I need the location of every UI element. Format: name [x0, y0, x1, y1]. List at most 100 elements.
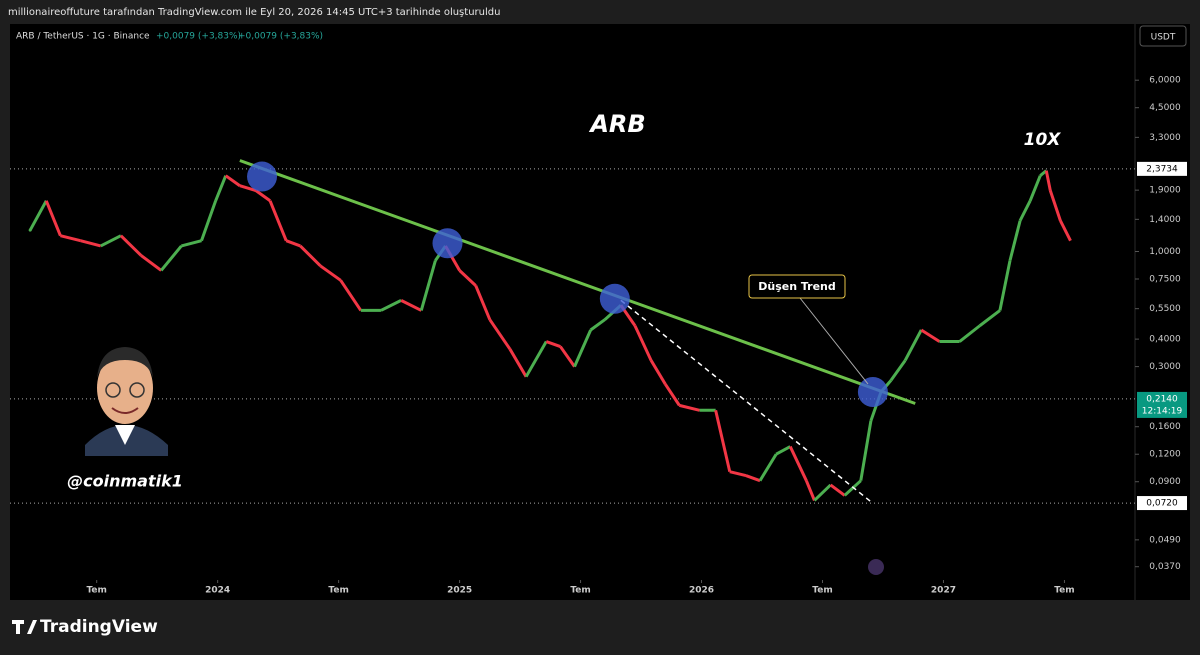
touch-point — [857, 377, 888, 408]
price-label: 0,2140 — [1146, 394, 1178, 404]
price-segment — [180, 239, 202, 248]
price-segment — [745, 474, 761, 483]
price-segment — [255, 189, 271, 202]
price-label: 2,3734 — [1146, 164, 1178, 174]
price-segment — [239, 184, 257, 193]
price-segment — [958, 324, 981, 343]
price-segment — [400, 299, 422, 312]
price-segment — [224, 174, 241, 187]
price-segment — [1059, 220, 1072, 242]
price-segment — [649, 359, 667, 385]
price-segment — [119, 234, 143, 257]
price-segment — [44, 200, 62, 237]
price-segment — [319, 264, 342, 282]
y-tick-label: 0,0900 — [1149, 477, 1181, 487]
chart-area — [10, 24, 1190, 600]
x-tick-label: Tem — [570, 586, 590, 596]
price-segment — [729, 470, 747, 478]
price-segment — [559, 345, 576, 368]
price-label-box — [1137, 161, 1187, 176]
change: +0,0079 (+3,83%) — [238, 32, 323, 42]
price-segment — [804, 480, 816, 502]
brand: TradingView — [40, 617, 158, 637]
price-segment — [214, 175, 228, 202]
x-tick-label: 2026 — [689, 586, 714, 596]
price-segment — [1008, 220, 1022, 261]
x-tick-label: 2027 — [931, 586, 956, 596]
symbol: ARB / TetherUS · 1G · Binance — [16, 32, 150, 42]
price-segment — [573, 329, 593, 368]
y-tick-label: 0,5500 — [1149, 304, 1181, 314]
y-tick-label: 1,9000 — [1149, 186, 1181, 196]
footer — [0, 600, 1200, 651]
price-segment — [488, 318, 512, 351]
y-tick-label: 1,4000 — [1149, 215, 1181, 225]
price-segment — [285, 239, 301, 248]
price-segment — [545, 340, 561, 348]
author: @coinmatik1 — [67, 472, 183, 491]
price-segment — [920, 328, 941, 343]
price-segment — [859, 420, 873, 481]
price-segment — [978, 309, 1001, 327]
y-tick-label: 4,5000 — [1149, 103, 1181, 113]
x-tick-label: Tem — [812, 586, 832, 596]
timer: 12:14:19 — [1142, 406, 1183, 416]
y-tick-label: 3,3000 — [1149, 133, 1181, 143]
x-tick-label: 2025 — [447, 586, 472, 596]
price-segment — [829, 483, 846, 497]
price-label: 0,0720 — [1146, 499, 1178, 509]
price-segment — [633, 325, 653, 362]
y-tick-label: 0,0370 — [1149, 562, 1181, 572]
price-segment — [903, 329, 923, 362]
logo — [12, 620, 37, 634]
price-segment — [299, 244, 322, 267]
x-tick-label: Tem — [1054, 586, 1074, 596]
price-segment — [508, 348, 528, 378]
price-segment — [788, 445, 808, 482]
price-segment — [998, 260, 1012, 311]
price-segment — [589, 318, 606, 332]
callout: Düşen Trend — [758, 280, 836, 293]
x-tick-label: Tem — [86, 586, 106, 596]
avatar — [85, 347, 168, 456]
price-segment — [1028, 175, 1042, 202]
price-segment — [200, 200, 218, 242]
callout-box — [748, 274, 846, 299]
y-tick-label: 0,0490 — [1149, 535, 1181, 545]
price-segment — [775, 445, 791, 456]
event-icon[interactable] — [868, 559, 884, 575]
price-segment — [268, 200, 288, 242]
callout-line — [799, 297, 869, 385]
trend-line — [239, 159, 916, 405]
price-segment — [1018, 200, 1032, 222]
x-tick-label: Tem — [328, 586, 348, 596]
annotation: 10X — [1024, 130, 1062, 150]
price-segment — [419, 260, 437, 311]
y-tick-label: 0,3000 — [1149, 362, 1181, 372]
x-tick-label: 2024 — [205, 586, 230, 596]
touch-point — [432, 228, 463, 259]
price-segment — [758, 453, 778, 482]
y-tick-label: 6,0000 — [1149, 76, 1181, 86]
price-segment — [380, 299, 402, 312]
price-segment — [663, 383, 681, 407]
change: +0,0079 (+3,83%) — [156, 32, 241, 42]
touch-point — [247, 161, 278, 192]
price-segment — [140, 254, 163, 272]
price-segment — [889, 359, 907, 382]
price-segment — [524, 340, 548, 378]
price-segment — [458, 269, 477, 287]
price-segment — [160, 244, 183, 272]
price-segment — [679, 403, 700, 412]
touch-point — [599, 283, 630, 314]
price-segment — [80, 239, 102, 248]
chart-title: ARB — [588, 110, 645, 138]
caption: millionaireoffuture tarafından TradingVi… — [8, 7, 500, 18]
price-segment — [474, 285, 492, 321]
price-label-box — [1137, 496, 1187, 511]
price-segment — [1048, 190, 1062, 222]
y-tick-label: 0,1600 — [1149, 422, 1181, 432]
currency: USDT — [1151, 33, 1176, 43]
currency-button[interactable] — [1139, 25, 1187, 47]
